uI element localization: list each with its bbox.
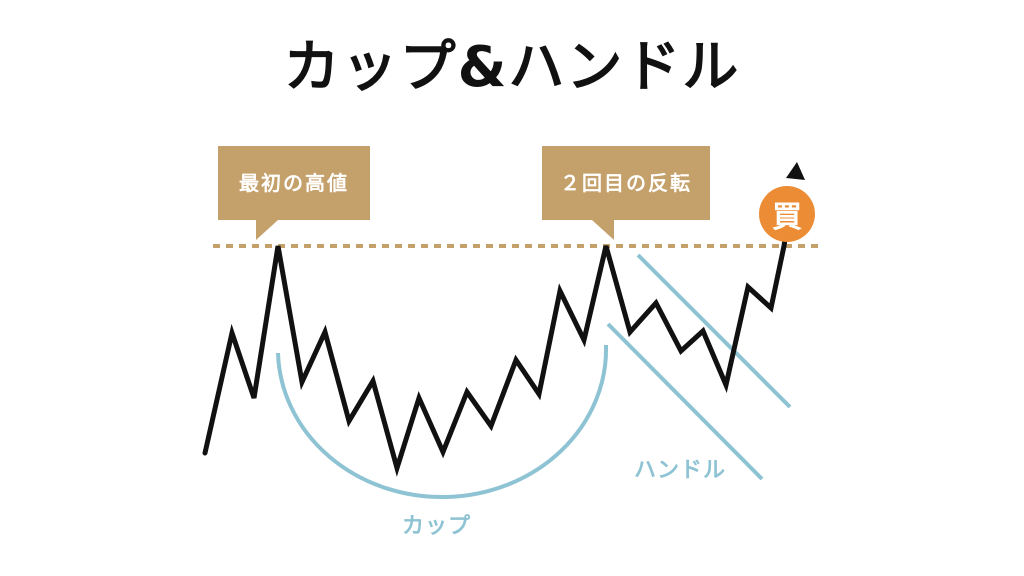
buy-badge: 買 [759,186,815,242]
handle-label: ハンドル [634,458,727,483]
up-arrow-icon [786,162,805,180]
handle-upper-line [636,253,792,409]
callout-first-high: 最初の高値 [218,146,370,240]
handle-lower-line [606,322,764,481]
cup-label: カップ [402,514,472,539]
price-line [202,203,793,477]
cup-arc [276,344,609,500]
diagram-title: カップ&ハンドル [283,35,741,100]
callout-second-reversal: ２回目の反転 [542,146,710,240]
